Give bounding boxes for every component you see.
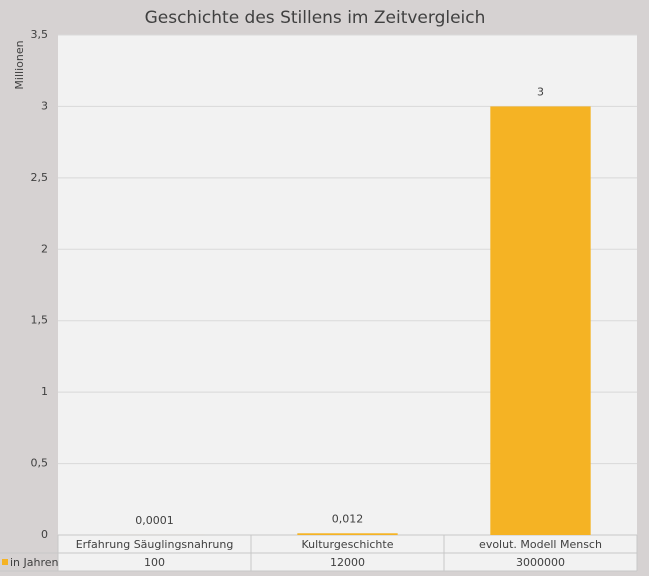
legend-key <box>2 559 8 565</box>
category-label: Erfahrung Säuglingsnahrung <box>76 538 234 551</box>
y-tick-label: 2 <box>41 242 48 255</box>
y-tick-label: 3,5 <box>31 28 49 41</box>
bar <box>297 533 398 535</box>
chart-title: Geschichte des Stillens im Zeitvergleich <box>145 8 486 28</box>
y-tick-label: 3 <box>41 99 48 112</box>
table-value: 100 <box>144 556 165 569</box>
table-value: 12000 <box>330 556 365 569</box>
y-tick-label: 2,5 <box>31 171 49 184</box>
y-tick-label: 1,5 <box>31 314 49 327</box>
y-tick-label: 0 <box>41 528 48 541</box>
y-axis-title: Millionen <box>13 40 26 89</box>
data-label: 3 <box>537 85 544 98</box>
data-label: 0,0001 <box>135 514 174 527</box>
category-label: evolut. Modell Mensch <box>479 538 602 551</box>
data-label: 0,012 <box>332 512 364 525</box>
y-tick-label: 0,5 <box>31 457 49 470</box>
category-label: Kulturgeschichte <box>302 538 394 551</box>
bar <box>490 106 591 535</box>
legend-label: in Jahren <box>10 556 59 569</box>
y-tick-label: 1 <box>41 385 48 398</box>
table-value: 3000000 <box>516 556 565 569</box>
